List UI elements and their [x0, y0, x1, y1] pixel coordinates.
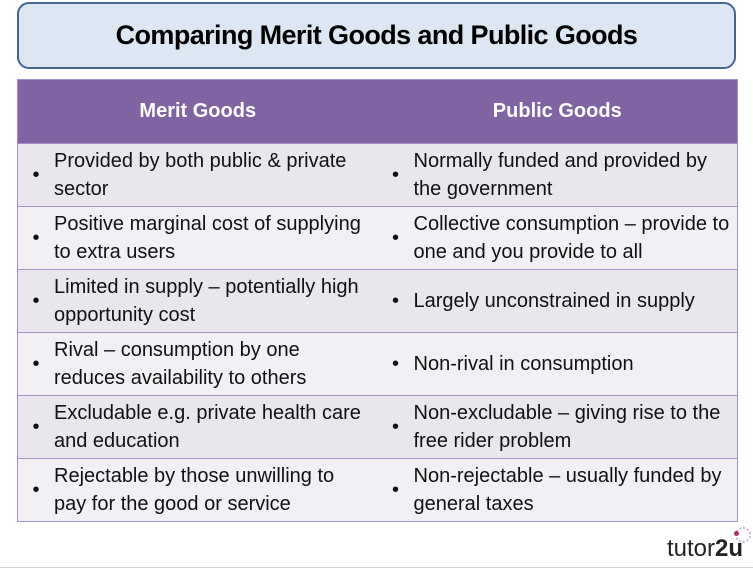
- table-header: Merit Goods Public Goods: [18, 80, 737, 143]
- merit-goods-cell: • Excludable e.g. private health care and…: [18, 399, 378, 455]
- merit-goods-cell: • Positive marginal cost of supplying to …: [18, 210, 378, 266]
- bullet-icon: •: [391, 353, 399, 375]
- cell-text: Excludable e.g. private health care and …: [54, 402, 361, 452]
- merit-goods-cell: • Provided by both public & private secto…: [18, 147, 378, 203]
- title-box: Comparing Merit Goods and Public Goods: [17, 2, 736, 69]
- cell-text: Non-excludable – giving rise to the free…: [413, 402, 721, 452]
- bullet-icon: •: [391, 416, 399, 438]
- cell-text: Non-rejectable – usually funded by gener…: [413, 465, 722, 515]
- header-public-goods: Public Goods: [492, 100, 622, 122]
- bullet-icon: •: [391, 290, 399, 312]
- cell-text: Rejectable by those unwilling to pay for…: [54, 465, 335, 515]
- bullet-icon: •: [391, 479, 399, 501]
- public-goods-cell: • Non-rival in consumption: [378, 350, 738, 378]
- cell-text: Positive marginal cost of supplying to e…: [54, 213, 361, 263]
- bullet-icon: •: [32, 353, 40, 375]
- merit-goods-cell: • Rival – consumption by one reduces avai…: [18, 336, 378, 392]
- public-goods-cell: • Non-excludable – giving rise to the fre…: [378, 399, 738, 455]
- table-row: • Positive marginal cost of supplying to …: [18, 206, 737, 269]
- merit-goods-cell: • Limited in supply – potentially high op…: [18, 273, 378, 329]
- bullet-icon: •: [32, 479, 40, 501]
- public-goods-cell: • Non-rejectable – usually funded by gene…: [378, 462, 738, 518]
- logo-flower-icon: [734, 527, 751, 543]
- bullet-icon: •: [32, 164, 40, 186]
- cell-text: Normally funded and provided by the gove…: [413, 150, 708, 200]
- public-goods-cell: • Normally funded and provided by the gov…: [378, 147, 738, 203]
- public-goods-cell: • Collective consumption – provide to one…: [378, 210, 738, 266]
- bullet-icon: •: [391, 227, 399, 249]
- logo-text: tutor: [666, 535, 715, 562]
- cell-text: Collective consumption – provide to one …: [413, 213, 730, 263]
- table-row: • Limited in supply – potentially high op…: [18, 269, 737, 332]
- cell-text: Non-rival in consumption: [413, 353, 634, 375]
- bullet-icon: •: [32, 416, 40, 438]
- bullet-icon: •: [391, 164, 399, 186]
- footer-divider: [0, 567, 753, 568]
- cell-text: Limited in supply – potentially high opp…: [54, 276, 359, 326]
- public-goods-cell: • Largely unconstrained in supply: [378, 287, 738, 315]
- table-row: • Provided by both public & private secto…: [18, 143, 737, 206]
- cell-text: Provided by both public & private sector: [54, 150, 347, 200]
- comparison-table: Merit Goods Public Goods • Provided by bo…: [17, 79, 738, 522]
- bullet-icon: •: [32, 227, 40, 249]
- table-row: • Rejectable by those unwilling to pay fo…: [18, 458, 737, 521]
- bullet-icon: •: [32, 290, 40, 312]
- header-merit-goods: Merit Goods: [139, 100, 257, 122]
- table-row: • Excludable e.g. private health care and…: [18, 395, 737, 458]
- cell-text: Largely unconstrained in supply: [413, 290, 695, 312]
- cell-text: Rival – consumption by one reduces avail…: [54, 339, 307, 389]
- tutor2u-logo: tutor2u: [667, 535, 743, 563]
- table-row: • Rival – consumption by one reduces avai…: [18, 332, 737, 395]
- merit-goods-cell: • Rejectable by those unwilling to pay fo…: [18, 462, 378, 518]
- page-title: Comparing Merit Goods and Public Goods: [115, 20, 638, 50]
